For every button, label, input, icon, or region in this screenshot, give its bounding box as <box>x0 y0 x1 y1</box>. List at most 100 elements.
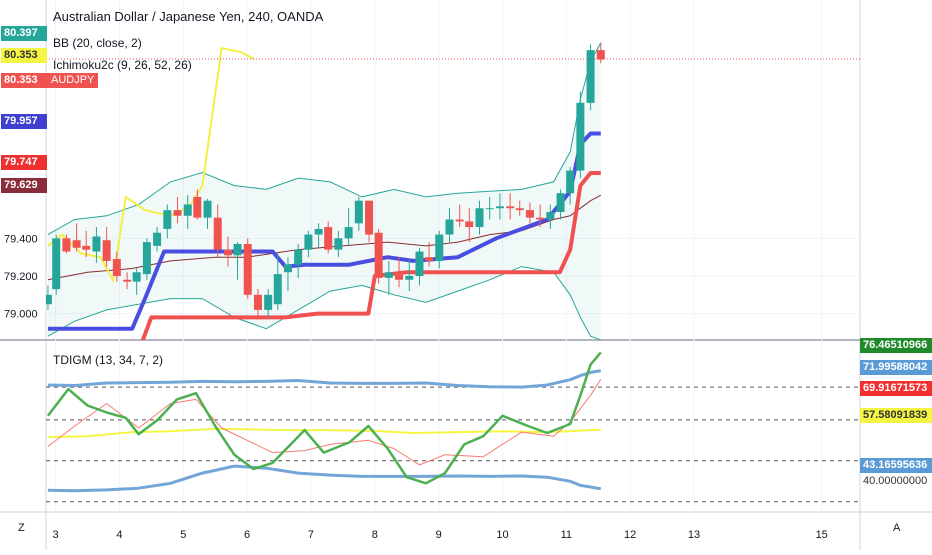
candle-body <box>586 50 595 103</box>
candle-body <box>294 249 303 265</box>
candle-body <box>264 294 273 310</box>
candle-body <box>112 259 121 276</box>
tdi-badge-lower: 43.16595636 <box>860 458 932 473</box>
price-badge-chikou: 80.353 <box>1 48 47 63</box>
candle-body <box>506 206 515 209</box>
tdi-badge-signal: 69.91671573 <box>860 381 932 396</box>
tdi-lower-band-line <box>47 464 602 493</box>
candle-body <box>384 272 393 278</box>
candle-body <box>324 227 333 250</box>
candle-body <box>515 208 524 211</box>
candle-body <box>395 272 404 280</box>
candle-body <box>273 274 282 305</box>
candle-body <box>415 251 424 276</box>
x-tick-label: 13 <box>688 529 700 541</box>
price-badge-tenkan: 79.957 <box>1 114 47 129</box>
x-tick-label: 6 <box>244 529 250 541</box>
chikou-line <box>47 47 255 283</box>
plot-background <box>46 0 860 550</box>
tdi-rsi-line <box>46 351 602 485</box>
tdigm-legend[interactable]: TDIGM (13, 34, 7, 2) <box>53 353 164 367</box>
candle-body <box>203 200 212 218</box>
x-tick-label: 9 <box>436 529 442 541</box>
candle-body <box>82 245 91 250</box>
bb-upper-line <box>47 42 602 236</box>
price-badge-last: 80.353 <box>1 73 47 88</box>
candle-body <box>163 210 172 229</box>
candle-body <box>183 204 192 216</box>
candle-body <box>314 228 323 235</box>
ichimoku-legend[interactable]: Ichimoku2c (9, 26, 52, 26) <box>53 58 192 72</box>
candle-body <box>153 232 162 246</box>
price-badge-kijun: 79.747 <box>1 155 47 170</box>
tdi-upper-band-line <box>47 369 602 389</box>
candle-body <box>253 294 262 310</box>
x-tick-label: 8 <box>372 529 378 541</box>
x-tick-label: 5 <box>180 529 186 541</box>
candle-body <box>92 236 101 252</box>
tdi-badge-upper: 71.99588042 <box>860 360 932 375</box>
candle-body <box>495 206 504 209</box>
candle-body <box>52 238 61 290</box>
auto-scale-button[interactable]: A <box>893 522 901 534</box>
candle-body <box>485 208 494 210</box>
price-badge-close: 80.397 <box>1 26 47 41</box>
bb-fill <box>47 42 601 340</box>
candle-body <box>405 276 414 280</box>
tdi-level-label-40: 40.00000000 <box>863 475 928 487</box>
x-tick-label: 7 <box>308 529 314 541</box>
tdi-mid-line <box>47 427 601 439</box>
candle-body <box>334 238 343 250</box>
tdi-badge-mid: 57.58091839 <box>860 408 932 423</box>
candle-body <box>556 193 565 212</box>
candle-body <box>102 240 111 261</box>
candle-body <box>223 249 232 256</box>
bb-legend[interactable]: BB (20, close, 2) <box>53 36 142 50</box>
candle-body <box>445 219 454 235</box>
candle-body <box>425 257 434 261</box>
bb-basis-line <box>47 194 602 281</box>
candle-body <box>525 210 534 218</box>
x-tick-label: 3 <box>53 529 59 541</box>
candle-body <box>365 200 374 235</box>
x-tick-label: 10 <box>496 529 508 541</box>
candle-body <box>283 264 292 273</box>
candle-body <box>435 234 444 261</box>
candle-body <box>566 170 575 194</box>
x-tick-label: 12 <box>624 529 636 541</box>
candle-body <box>173 210 182 216</box>
candle-body <box>233 244 242 256</box>
x-tick-label: 15 <box>816 529 828 541</box>
candle-body <box>455 219 464 222</box>
candle-body <box>374 232 383 278</box>
price-pane <box>46 42 860 340</box>
candle-body <box>576 102 585 171</box>
candle-body <box>62 238 71 252</box>
candle-body <box>243 244 252 295</box>
chart-title: Australian Dollar / Japanese Yen, 240, O… <box>53 9 324 24</box>
symbol-tag: AUDJPY <box>47 73 99 88</box>
tdi-pane <box>46 351 860 503</box>
x-tick-label: 11 <box>561 529 572 541</box>
candle-body <box>344 227 353 239</box>
candle-body <box>132 272 141 282</box>
candle-body <box>475 208 484 228</box>
tdi-signal-line <box>47 378 602 466</box>
x-tick-label: 4 <box>116 529 122 541</box>
candle-body <box>304 234 313 250</box>
zoom-corner-button[interactable]: Z <box>18 522 25 534</box>
candle-body <box>123 279 132 282</box>
candle-body <box>465 221 474 228</box>
y-tick-label: 79.400 <box>4 233 38 245</box>
candle-body <box>193 196 202 218</box>
tdi-badge-rsi: 76.46510966 <box>860 338 932 353</box>
candle-body <box>46 294 52 305</box>
y-tick-label: 79.000 <box>4 309 38 321</box>
price-badge-basis: 79.629 <box>1 178 47 193</box>
bb-lower-line <box>47 266 601 340</box>
candle-body <box>72 240 81 248</box>
y-tick-label: 79.200 <box>4 271 38 283</box>
candle-body <box>213 217 222 250</box>
